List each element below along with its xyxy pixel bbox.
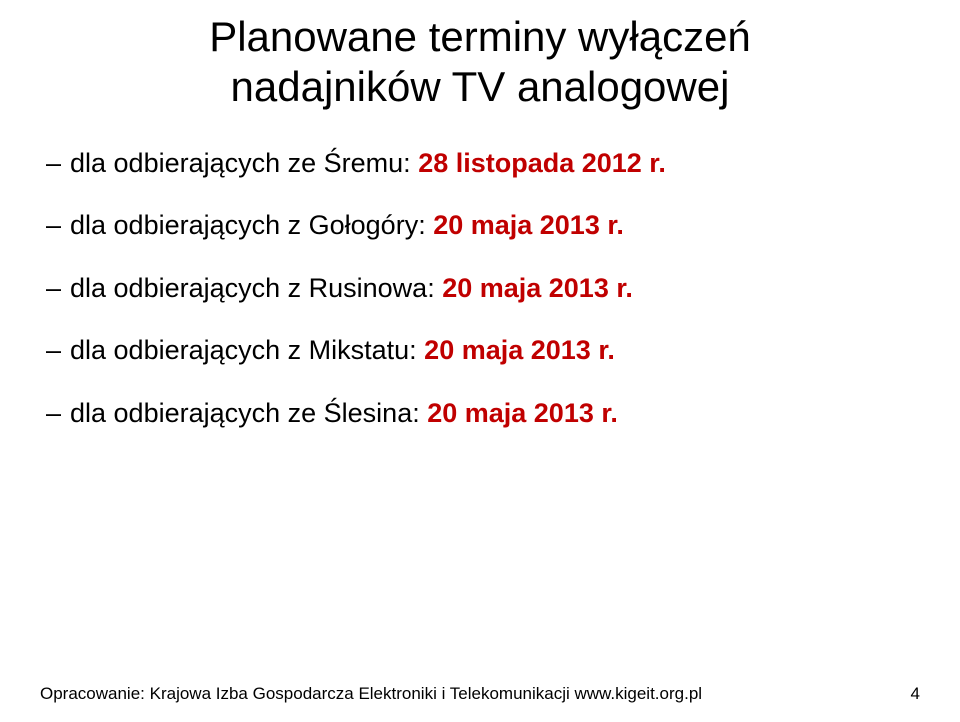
dash-icon: – bbox=[46, 145, 61, 181]
bullet-prefix: dla odbierających ze Ślesina: bbox=[70, 398, 427, 428]
bullet-prefix: dla odbierających z Gołogóry: bbox=[70, 210, 433, 240]
bullet-list: – dla odbierających ze Śremu: 28 listopa… bbox=[40, 145, 920, 457]
dash-icon: – bbox=[46, 207, 61, 243]
slide: Planowane terminy wyłączeń nadajników TV… bbox=[0, 0, 960, 722]
list-item: – dla odbierających z Gołogóry: 20 maja … bbox=[40, 207, 920, 243]
footer-text: Opracowanie: Krajowa Izba Gospodarcza El… bbox=[40, 684, 920, 704]
dash-icon: – bbox=[46, 270, 61, 306]
slide-title: Planowane terminy wyłączeń nadajników TV… bbox=[0, 12, 960, 111]
list-item: – dla odbierających z Rusinowa: 20 maja … bbox=[40, 270, 920, 306]
dash-icon: – bbox=[46, 395, 61, 431]
bullet-prefix: dla odbierających z Rusinowa: bbox=[70, 273, 442, 303]
list-item: – dla odbierających ze Ślesina: 20 maja … bbox=[40, 395, 920, 431]
list-item: – dla odbierających ze Śremu: 28 listopa… bbox=[40, 145, 920, 181]
title-line-1: Planowane terminy wyłączeń bbox=[209, 13, 751, 60]
bullet-date: 20 maja 2013 r. bbox=[427, 398, 618, 428]
bullet-date: 20 maja 2013 r. bbox=[442, 273, 633, 303]
title-line-2: nadajników TV analogowej bbox=[231, 63, 730, 110]
bullet-date: 20 maja 2013 r. bbox=[433, 210, 624, 240]
bullet-date: 28 listopada 2012 r. bbox=[418, 148, 666, 178]
bullet-date: 20 maja 2013 r. bbox=[424, 335, 615, 365]
page-number: 4 bbox=[911, 684, 920, 704]
bullet-prefix: dla odbierających z Mikstatu: bbox=[70, 335, 424, 365]
list-item: – dla odbierających z Mikstatu: 20 maja … bbox=[40, 332, 920, 368]
dash-icon: – bbox=[46, 332, 61, 368]
bullet-prefix: dla odbierających ze Śremu: bbox=[70, 148, 418, 178]
